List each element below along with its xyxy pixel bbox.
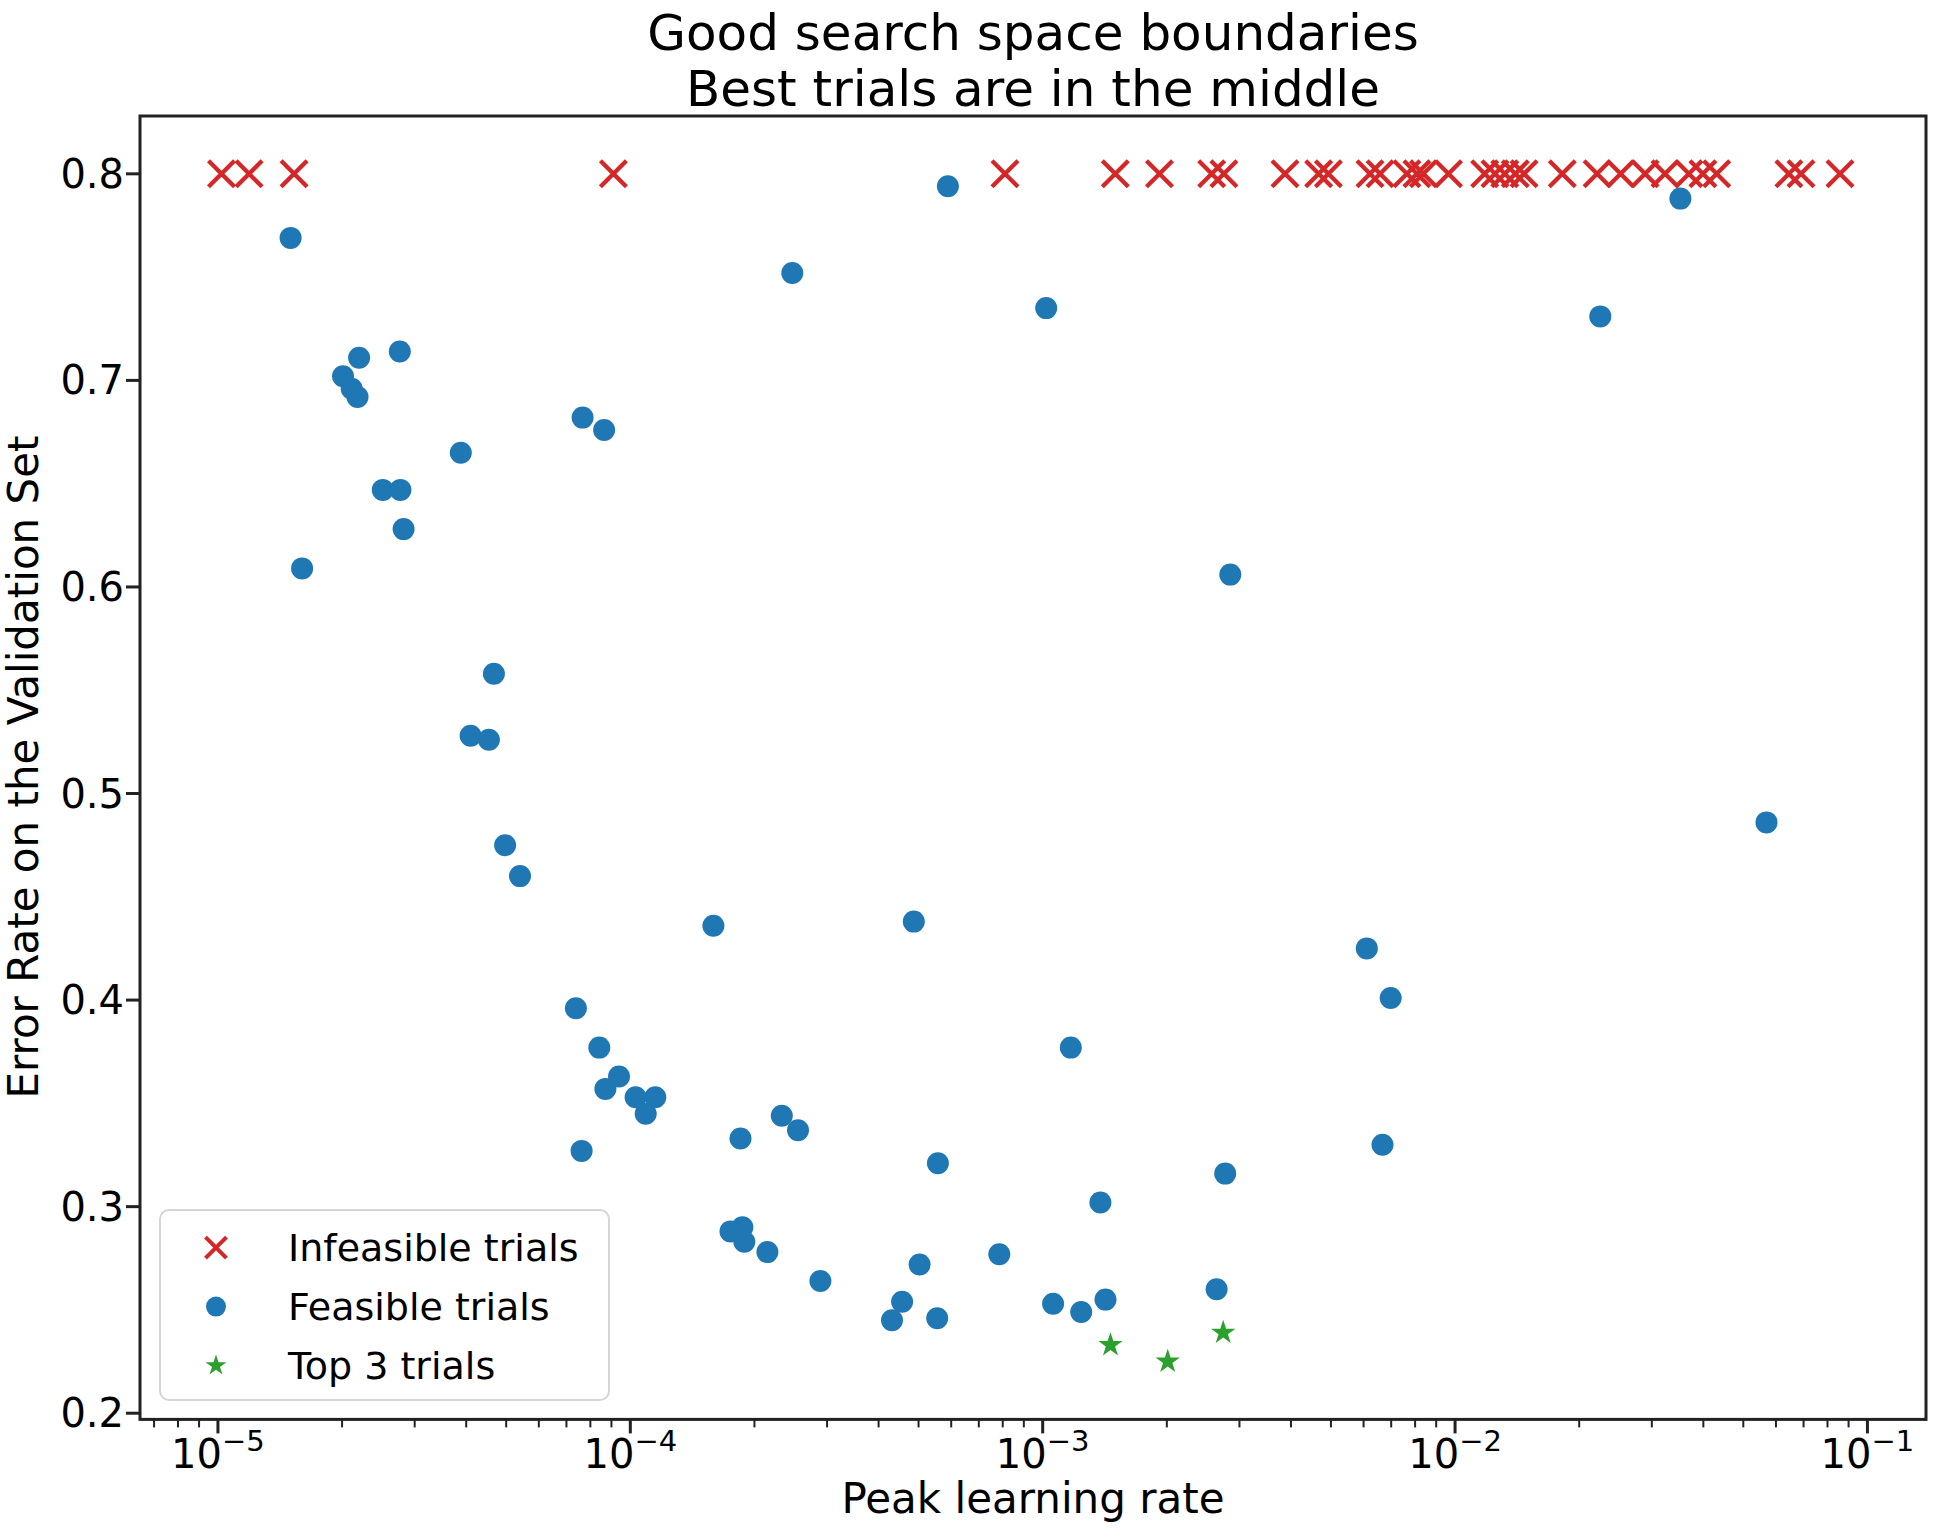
feasible-trial-marker (988, 1243, 1010, 1265)
feasible-trial-marker (903, 911, 925, 933)
feasible-trial-marker (1060, 1037, 1082, 1059)
infeasible-trial-marker (1608, 161, 1634, 187)
feasible-trial-marker (1669, 188, 1691, 210)
feasible-trial-marker (909, 1254, 931, 1276)
x-tick-label: 10−2 (1408, 1424, 1502, 1477)
infeasible-trial-marker (1827, 161, 1853, 187)
feasible-trial-marker (881, 1309, 903, 1331)
legend: Infeasible trials Feasible trials Top 3 … (160, 1210, 609, 1400)
feasible-trial-marker (1206, 1278, 1228, 1300)
legend-label-infeasible: Infeasible trials (288, 1226, 579, 1270)
y-tick-label: 0.6 (60, 564, 124, 610)
feasible-trial-marker (1089, 1192, 1111, 1214)
feasible-trial-marker (460, 725, 482, 747)
infeasible-trial-marker (1272, 161, 1298, 187)
feasible-trial-marker (787, 1119, 809, 1141)
x-tick-label: 10−5 (171, 1424, 265, 1477)
feasible-trial-marker (594, 1078, 616, 1100)
chart-title-line2: Best trials are in the middle (686, 60, 1380, 118)
infeasible-trial-marker (281, 161, 307, 187)
top3-trial-marker (1098, 1332, 1122, 1355)
feasible-trial-marker (572, 407, 594, 429)
feasible-trial-marker (1380, 987, 1402, 1009)
feasible-trial-marker (891, 1291, 913, 1313)
feasible-trial-marker (483, 663, 505, 685)
x-tick-label: 10−4 (583, 1424, 677, 1477)
feasible-trial-marker (588, 1037, 610, 1059)
feasible-trial-marker (1214, 1163, 1236, 1185)
feasible-trial-marker (937, 175, 959, 197)
feasible-trial-marker (494, 834, 516, 856)
feasible-trial-marker (1356, 937, 1378, 959)
infeasible-trial-marker (992, 161, 1018, 187)
infeasible-trial-marker (1436, 161, 1462, 187)
y-axis-label: Error Rate on the Validation Set (0, 435, 48, 1098)
feasible-trial-marker (1372, 1134, 1394, 1156)
feasible-trial-marker (733, 1231, 755, 1253)
infeasible-trial-marker (1652, 161, 1678, 187)
infeasible-trial-marker (1584, 161, 1610, 187)
feasible-trial-marker (927, 1152, 949, 1174)
infeasible-trial-marker (1147, 161, 1173, 187)
legend-label-top3: Top 3 trials (287, 1344, 495, 1388)
feasible-trial-marker (1219, 564, 1241, 586)
feasible-trial-marker (809, 1270, 831, 1292)
markers-layer (209, 161, 1854, 1372)
feasible-trial-marker (348, 347, 370, 369)
y-tick-label: 0.3 (60, 1184, 124, 1230)
scatter-plot: 10−5 10−4 10−3 10−2 10−1 0.2 0.3 0.4 0.5 0.6 0.7 0.… (0, 0, 1940, 1539)
infeasible-trial-marker (1676, 161, 1702, 187)
infeasible-trial-marker (1704, 161, 1730, 187)
feasible-trial-marker (571, 1140, 593, 1162)
feasible-trial-marker (1756, 811, 1778, 833)
legend-label-feasible: Feasible trials (288, 1285, 550, 1329)
feasible-trial-marker (280, 227, 302, 249)
feasible-trial-marker (1070, 1301, 1092, 1323)
y-tick-label: 0.2 (60, 1390, 124, 1436)
feasible-trial-marker (291, 557, 313, 579)
feasible-trial-marker (509, 865, 531, 887)
infeasible-trial-marker (1211, 161, 1237, 187)
y-tick-label: 0.4 (60, 977, 124, 1023)
x-tick-label: 10−3 (996, 1424, 1090, 1477)
top3-trial-marker (1156, 1349, 1180, 1372)
feasible-trial-marker (756, 1241, 778, 1263)
feasible-trial-marker (478, 729, 500, 751)
feasible-trial-marker (926, 1307, 948, 1329)
feasible-trial-marker (730, 1128, 752, 1150)
feasible-trial-marker (565, 997, 587, 1019)
y-tick-label: 0.7 (60, 357, 124, 403)
chart-title-line1: Good search space boundaries (647, 4, 1418, 62)
infeasible-trial-marker (1549, 161, 1575, 187)
feasible-trial-marker (1042, 1293, 1064, 1315)
infeasible-trial-marker (1199, 161, 1225, 187)
feasible-trial-marker (1035, 297, 1057, 319)
feasible-trial-marker (702, 915, 724, 937)
feasible-trial-marker (450, 442, 472, 464)
feasible-trial-marker (1095, 1289, 1117, 1311)
feasible-trial-marker (781, 262, 803, 284)
feasible-trial-marker (1589, 305, 1611, 327)
infeasible-trial-marker (600, 161, 626, 187)
infeasible-trial-marker (1690, 161, 1716, 187)
feasible-trial-marker (593, 419, 615, 441)
y-tick-label: 0.5 (60, 771, 124, 817)
feasible-trial-marker (389, 479, 411, 501)
infeasible-trial-marker (236, 161, 262, 187)
feasible-trial-marker (389, 341, 411, 363)
x-axis-label: Peak learning rate (841, 1474, 1224, 1523)
top3-trial-marker (1211, 1320, 1235, 1343)
x-tick-label: 10−1 (1821, 1424, 1915, 1477)
y-tick-label: 0.8 (60, 151, 124, 197)
infeasible-trial-marker (1102, 161, 1128, 187)
infeasible-trial-marker (209, 161, 235, 187)
feasible-trial-marker (635, 1103, 657, 1125)
feasible-trial-marker (393, 518, 415, 540)
feasible-trial-marker (347, 386, 369, 408)
legend-marker-feasible-dot-icon (206, 1297, 226, 1317)
